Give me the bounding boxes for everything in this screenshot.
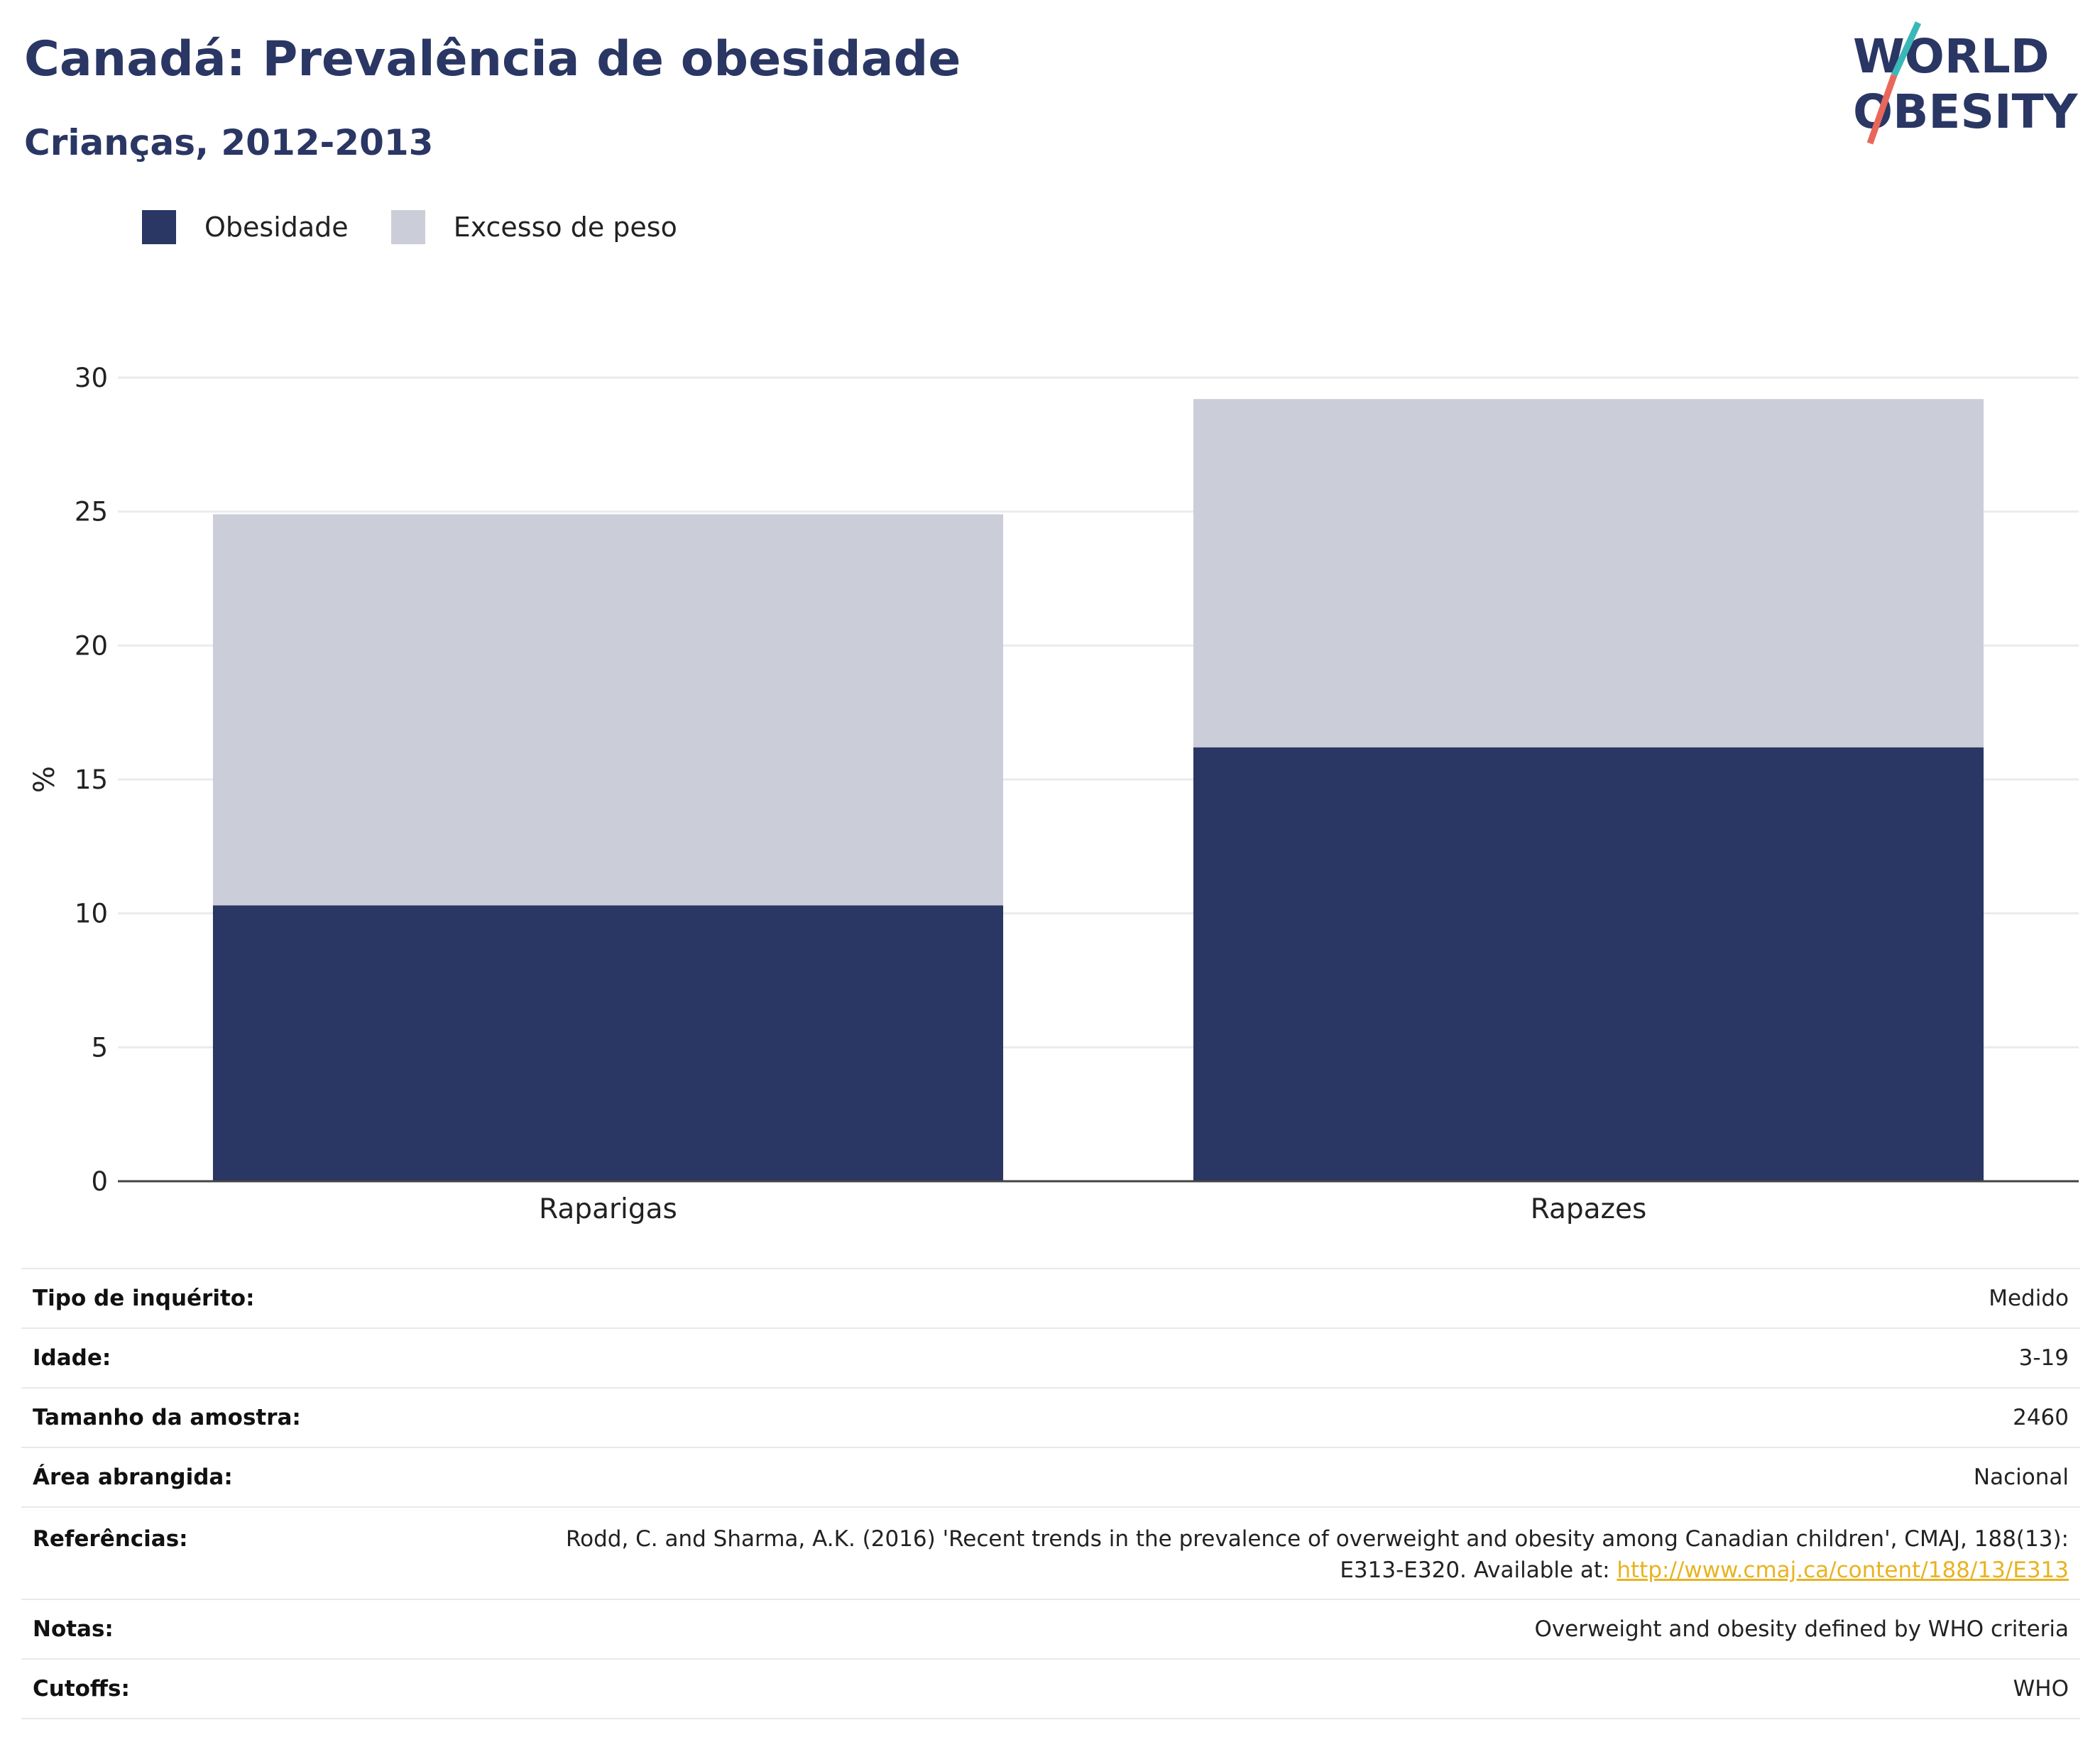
- reference-text-line-1: Rodd, C. and Sharma, A.K. (2016) 'Recent…: [565, 1526, 2069, 1552]
- chart-subtitle: Crianças, 2012-2013: [24, 122, 434, 163]
- bar-obesity: [1193, 747, 1984, 1181]
- survey-info-table: Tipo de inquérito: Medido Idade: 3-19 Ta…: [21, 1268, 2080, 1719]
- legend-item-obesity[interactable]: Obesidade: [142, 210, 349, 244]
- y-tick-label: 20: [75, 630, 108, 661]
- logo-slash-teal: [1891, 21, 1922, 77]
- legend-label-obesity: Obesidade: [204, 212, 349, 243]
- info-label: Referências:: [33, 1526, 188, 1552]
- y-tick-label: 15: [75, 765, 108, 795]
- reference-link[interactable]: http://www.cmaj.ca/content/188/13/E313: [1617, 1557, 2069, 1583]
- info-value: 2460: [2013, 1405, 2069, 1430]
- legend-swatch-obesity: [142, 210, 176, 244]
- bar-overweight: [1193, 399, 1984, 747]
- info-value: 3-19: [2018, 1345, 2069, 1371]
- info-label: Cutoffs:: [33, 1676, 130, 1702]
- legend: Obesidade Excesso de peso: [142, 210, 720, 244]
- logo-slash-coral: [1866, 74, 1898, 145]
- y-tick-label: 10: [75, 899, 108, 929]
- y-tick-label: 30: [75, 363, 108, 393]
- info-label: Tamanho da amostra:: [33, 1405, 301, 1430]
- info-label: Área abrangida:: [33, 1464, 233, 1490]
- legend-swatch-overweight: [390, 210, 425, 244]
- info-label: Notas:: [33, 1616, 114, 1642]
- reference-text-line-2: E313-E320. Available at:: [1340, 1557, 1617, 1583]
- info-label: Idade:: [33, 1345, 111, 1371]
- y-tick-label: 0: [91, 1166, 108, 1197]
- chart-title: Canadá: Prevalência de obesidade: [24, 31, 961, 87]
- info-row-area: Área abrangida: Nacional: [21, 1447, 2080, 1507]
- info-label: Tipo de inquérito:: [33, 1286, 255, 1311]
- info-row-references: Referências: Rodd, C. and Sharma, A.K. (…: [21, 1507, 2080, 1599]
- bar-obesity: [212, 905, 1004, 1181]
- info-value: WHO: [2013, 1676, 2069, 1702]
- x-tick-label: Rapazes: [1531, 1193, 1647, 1225]
- info-row-age: Idade: 3-19: [21, 1328, 2080, 1388]
- y-axis-label: %: [28, 766, 61, 793]
- info-row-cutoffs: Cutoffs: WHO: [21, 1659, 2080, 1719]
- info-value: Nacional: [1973, 1464, 2069, 1490]
- info-value: Medido: [1989, 1286, 2069, 1311]
- legend-item-overweight[interactable]: Excesso de peso: [390, 210, 677, 244]
- legend-label-overweight: Excesso de peso: [453, 212, 677, 243]
- world-obesity-logo: WORLD OBESITY: [1853, 21, 2079, 145]
- info-row-notes: Notas: Overweight and obesity defined by…: [21, 1599, 2080, 1659]
- info-row-survey-type: Tipo de inquérito: Medido: [21, 1269, 2080, 1328]
- y-tick-label: 25: [75, 497, 108, 527]
- y-tick-label: 5: [91, 1032, 108, 1063]
- logo-line-1: WORLD: [1853, 29, 2050, 84]
- info-value: Overweight and obesity defined by WHO cr…: [1534, 1616, 2069, 1642]
- info-row-sample-size: Tamanho da amostra: 2460: [21, 1388, 2080, 1447]
- x-tick-label: Raparigas: [539, 1193, 677, 1225]
- bar-overweight: [212, 514, 1004, 906]
- bar-chart: 0 5 10 15 20 25 30 Raparigas Rapazes%: [28, 363, 2079, 1225]
- info-value: Rodd, C. and Sharma, A.K. (2016) 'Recent…: [351, 1507, 2080, 1599]
